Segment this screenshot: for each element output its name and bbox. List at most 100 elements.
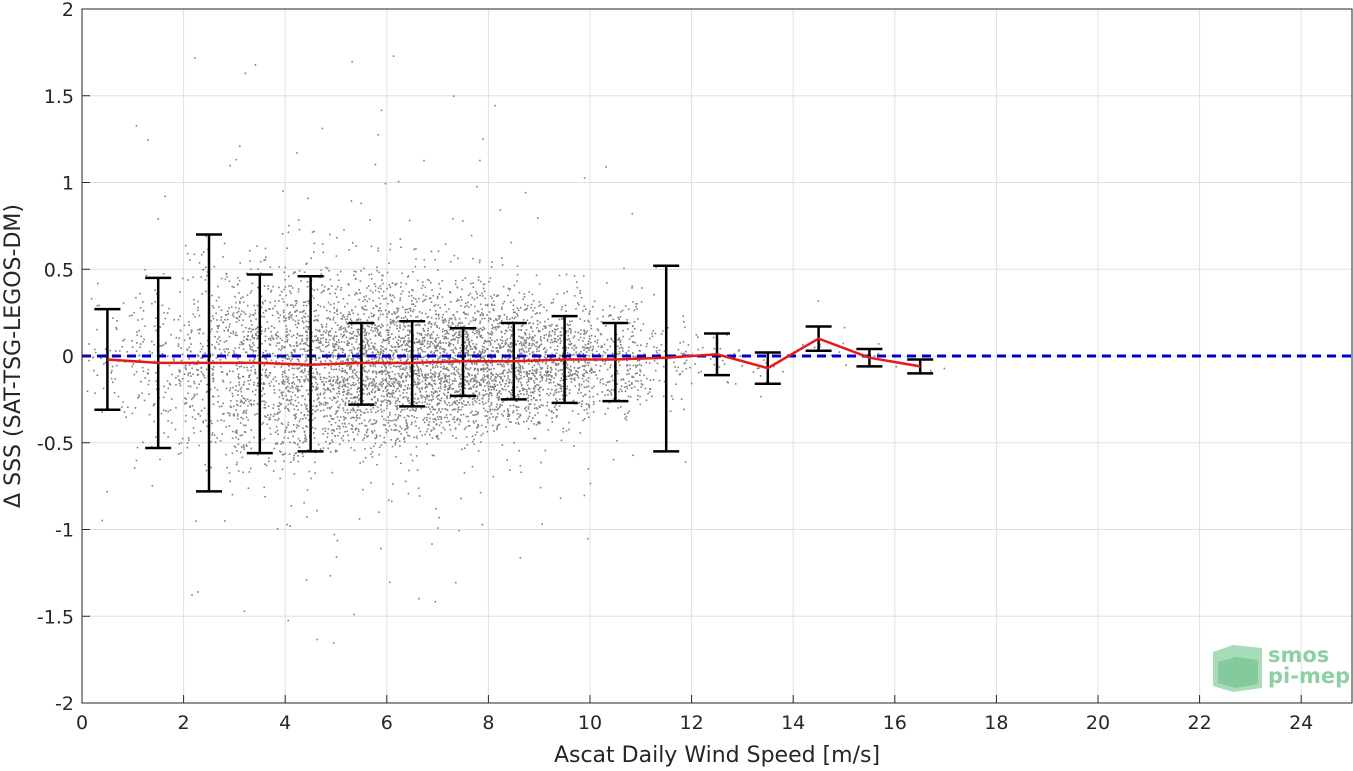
scatter-point [444, 394, 446, 396]
scatter-point [164, 391, 167, 394]
scatter-point [388, 262, 390, 264]
scatter-point [332, 418, 335, 420]
scatter-point [288, 431, 291, 433]
scatter-point [303, 502, 305, 504]
scatter-point [378, 316, 380, 319]
scatter-point [520, 352, 523, 355]
scatter-point [424, 382, 427, 385]
scatter-point [298, 228, 301, 231]
scatter-point [392, 294, 394, 297]
scatter-point [520, 377, 523, 379]
scatter-point [187, 374, 189, 377]
scatter-point [200, 276, 203, 278]
scatter-point [162, 323, 165, 325]
scatter-point [225, 453, 227, 456]
scatter-point [179, 384, 182, 387]
scatter-point [504, 343, 507, 346]
scatter-point [400, 344, 403, 347]
scatter-point [388, 384, 391, 387]
scatter-point [520, 336, 522, 338]
scatter-point [314, 315, 317, 318]
scatter-point [216, 419, 219, 422]
scatter-point [212, 395, 214, 398]
scatter-point [411, 408, 414, 410]
scatter-point [264, 340, 267, 342]
scatter-point [433, 382, 436, 385]
scatter-point [314, 472, 316, 474]
scatter-point [457, 299, 460, 302]
scatter-point [253, 344, 255, 346]
scatter-point [421, 339, 424, 342]
scatter-point [421, 380, 424, 383]
scatter-point [372, 315, 375, 318]
scatter-point [533, 344, 536, 346]
scatter-point [489, 378, 492, 380]
scatter-point [430, 351, 432, 354]
scatter-point [341, 367, 344, 370]
scatter-point [234, 431, 237, 434]
scatter-point [507, 287, 510, 290]
scatter-point [434, 321, 437, 324]
scatter-point [404, 311, 407, 314]
scatter-point [292, 334, 295, 337]
scatter-point [488, 398, 490, 400]
scatter-point [389, 411, 391, 414]
scatter-point [467, 350, 470, 352]
scatter-point [483, 346, 486, 349]
scatter-point [237, 394, 239, 396]
scatter-point [510, 421, 512, 423]
scatter-point [431, 429, 433, 431]
scatter-point [505, 342, 508, 344]
scatter-point [422, 343, 424, 345]
scatter-point [355, 245, 358, 247]
scatter-point [482, 403, 485, 406]
scatter-point [284, 429, 286, 432]
scatter-point [528, 363, 530, 365]
scatter-point [502, 302, 504, 305]
scatter-point [473, 438, 475, 441]
scatter-point [220, 352, 223, 355]
scatter-point [390, 345, 393, 347]
scatter-point [296, 358, 299, 361]
scatter-point [329, 278, 332, 281]
scatter-point [244, 399, 247, 402]
scatter-point [167, 410, 170, 413]
scatter-point [458, 409, 460, 411]
scatter-point [482, 397, 484, 400]
scatter-point [474, 414, 476, 416]
scatter-point [349, 366, 351, 369]
scatter-point [306, 339, 308, 342]
scatter-point [418, 324, 421, 326]
scatter-point [428, 413, 430, 415]
scatter-point [525, 346, 527, 349]
scatter-point [354, 372, 356, 375]
scatter-point [292, 349, 295, 351]
scatter-point [472, 385, 474, 388]
scatter-point [291, 335, 293, 338]
scatter-point [443, 367, 446, 370]
scatter-point [392, 392, 395, 394]
scatter-point [478, 261, 481, 264]
scatter-point [360, 270, 362, 272]
scatter-point [323, 289, 325, 292]
scatter-point [387, 303, 389, 305]
scatter-point [468, 388, 470, 390]
scatter-point [514, 374, 517, 376]
scatter-point [498, 316, 501, 319]
scatter-point [523, 388, 526, 391]
scatter-point [546, 367, 549, 369]
scatter-point [295, 309, 298, 312]
scatter-point [500, 378, 502, 380]
scatter-point [461, 406, 464, 408]
scatter-point [261, 342, 263, 345]
scatter-point [340, 312, 342, 314]
scatter-point [406, 356, 409, 358]
scatter-point [483, 407, 485, 410]
scatter-point [305, 408, 308, 410]
scatter-point [419, 391, 421, 393]
scatter-point [335, 556, 338, 558]
scatter-point [423, 336, 426, 339]
scatter-point [444, 303, 446, 306]
scatter-point [295, 337, 298, 339]
